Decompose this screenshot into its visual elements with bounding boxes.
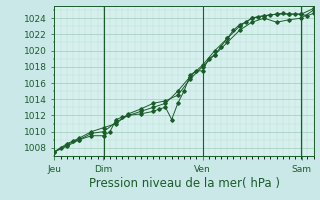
X-axis label: Pression niveau de la mer( hPa ): Pression niveau de la mer( hPa ) xyxy=(89,177,279,190)
